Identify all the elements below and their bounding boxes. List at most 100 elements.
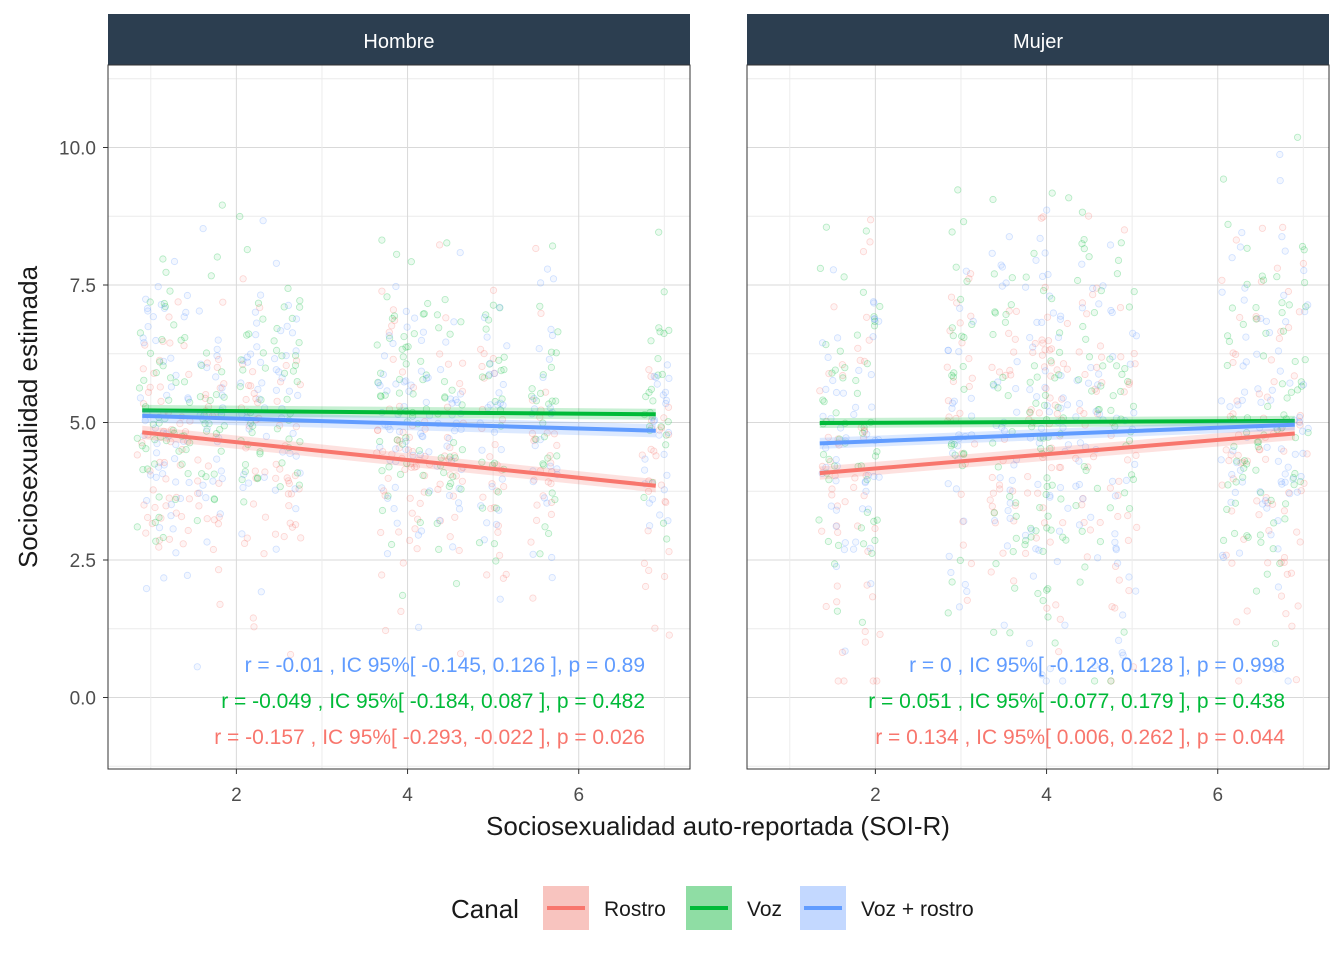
scatter-point	[1130, 409, 1138, 417]
scatter-point	[1047, 444, 1056, 452]
scatter-point	[420, 472, 429, 480]
scatter-point	[492, 557, 500, 565]
scatter-point	[480, 349, 488, 358]
scatter-point	[547, 510, 556, 519]
scatter-point	[282, 361, 290, 370]
scatter-point	[947, 293, 956, 301]
scatter-point	[536, 436, 544, 444]
scatter-point	[498, 395, 506, 403]
scatter-point	[1228, 470, 1236, 479]
scatter-point	[548, 573, 556, 582]
scatter-point	[1061, 621, 1069, 629]
scatter-point	[1039, 272, 1047, 280]
scatter-point	[943, 363, 951, 371]
scatter-point	[859, 429, 867, 437]
scatter-point	[1088, 387, 1096, 395]
scatter-point	[482, 311, 490, 319]
scatter-point	[378, 571, 386, 579]
scatter-point	[1048, 481, 1056, 489]
scatter-point	[1031, 339, 1039, 348]
scatter-point	[280, 369, 289, 377]
scatter-point	[1282, 318, 1290, 326]
scatter-point	[450, 452, 458, 460]
scatter-point	[832, 388, 841, 397]
scatter-point	[278, 459, 286, 467]
scatter-point	[863, 475, 871, 484]
scatter-point	[1109, 353, 1117, 361]
correlation-annotation: r = -0.157 , IC 95%[ -0.293, -0.022 ], p…	[214, 726, 645, 749]
scatter-point	[828, 491, 836, 499]
scatter-point	[1053, 366, 1061, 374]
scatter-point	[873, 516, 881, 524]
scatter-point	[457, 318, 465, 326]
scatter-point	[414, 531, 422, 539]
scatter-point	[203, 427, 211, 435]
scatter-point	[389, 339, 397, 348]
scatter-point	[243, 353, 251, 361]
scatter-point	[198, 470, 206, 478]
scatter-point	[237, 356, 245, 364]
scatter-point	[1236, 313, 1244, 322]
scatter-point	[443, 442, 451, 450]
scatter-point	[402, 360, 410, 368]
scatter-point	[202, 349, 211, 357]
scatter-point	[994, 463, 1002, 471]
scatter-point	[833, 598, 841, 606]
scatter-point	[1282, 500, 1290, 508]
scatter-point	[862, 313, 871, 321]
scatter-point	[141, 341, 149, 349]
scatter-point	[1076, 578, 1084, 586]
scatter-point	[553, 452, 561, 460]
scatter-point	[959, 517, 967, 526]
scatter-point	[442, 314, 450, 322]
scatter-point	[216, 510, 224, 518]
scatter-point	[1260, 276, 1268, 284]
scatter-point	[374, 426, 382, 434]
scatter-point	[402, 307, 410, 315]
scatter-point	[152, 537, 160, 545]
scatter-point	[1286, 379, 1294, 387]
scatter-point	[862, 227, 870, 235]
scatter-point	[169, 426, 177, 434]
scatter-point	[295, 485, 303, 493]
scatter-point	[950, 440, 958, 448]
scatter-point	[218, 201, 226, 209]
scatter-point	[419, 310, 427, 318]
scatter-point	[664, 428, 673, 437]
scatter-point	[1293, 488, 1301, 496]
scatter-point	[1056, 329, 1064, 337]
scatter-point	[1085, 212, 1093, 220]
scatter-point	[1097, 287, 1105, 295]
scatter-point	[136, 329, 144, 337]
scatter-point	[1236, 466, 1245, 474]
scatter-point	[1041, 346, 1049, 354]
scatter-point	[1078, 527, 1086, 535]
scatter-point	[990, 508, 998, 517]
scatter-point	[252, 474, 260, 482]
scatter-point	[1115, 576, 1123, 584]
scatter-point	[1264, 559, 1272, 567]
scatter-point	[953, 299, 961, 307]
scatter-point	[870, 322, 879, 330]
scatter-point	[162, 475, 170, 483]
scatter-point	[1131, 460, 1139, 468]
scatter-point	[1013, 408, 1021, 416]
scatter-point	[1038, 336, 1046, 344]
scatter-point	[1293, 528, 1301, 536]
scatter-point	[1243, 280, 1251, 288]
scatter-point	[395, 528, 403, 536]
scatter-point	[1044, 337, 1053, 345]
scatter-point	[486, 453, 494, 461]
scatter-point	[944, 480, 952, 488]
scatter-point	[245, 422, 253, 430]
scatter-point	[1121, 489, 1129, 497]
y-axis: 0.02.55.07.510.0	[59, 139, 108, 710]
scatter-point	[456, 390, 465, 398]
scatter-point	[824, 537, 833, 546]
scatter-point	[647, 416, 656, 424]
scatter-point	[1297, 487, 1305, 495]
scatter-point	[1097, 382, 1105, 390]
scatter-point	[184, 394, 192, 402]
scatter-point	[868, 403, 876, 411]
